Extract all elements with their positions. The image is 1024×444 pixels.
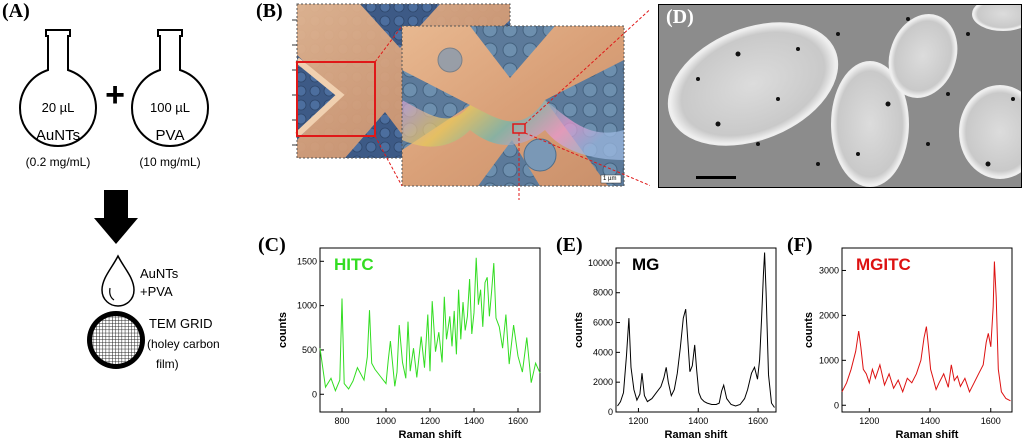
y-tick-label: 500 — [302, 345, 317, 355]
panel-label-a: (A) — [2, 0, 30, 22]
preparation-schematic: 20 µL AuNTs (0.2 mg/mL) + 100 µL PVA (10… — [18, 29, 220, 371]
flask2-name: PVA — [156, 127, 185, 144]
x-tick-label: 1600 — [981, 416, 1001, 426]
grid-label-1: TEM GRID — [149, 316, 213, 331]
y-tick-label: 1500 — [297, 256, 317, 266]
grid-label-2: (holey carbon — [147, 337, 220, 351]
flask-icon — [18, 29, 98, 148]
tem-image — [658, 4, 1022, 188]
y-tick-label: 2000 — [819, 310, 839, 320]
x-tick-label: 1400 — [688, 416, 708, 426]
x-tick-label: 1400 — [464, 416, 484, 426]
spectrum-chart-mgitc: 1200 1400 1600 0 1000 2000 3000 Raman shift coun… — [803, 247, 1013, 441]
panel-label-f: (F) — [787, 234, 813, 256]
y-tick-label: 0 — [608, 407, 613, 417]
down-arrow-icon — [94, 190, 138, 244]
grid-label-3: film) — [156, 357, 179, 371]
x-tick-label: 1600 — [748, 416, 768, 426]
series-label: HITC — [334, 255, 374, 274]
y-tick-label: 4000 — [593, 347, 613, 357]
zoom-box — [296, 61, 376, 137]
spectrum-chart-mg: 1200 1400 1600 0 2000 4000 6000 8000 10000 Raman … — [573, 247, 777, 441]
x-axis-label: Raman shift — [399, 429, 462, 441]
y-tick-label: 8000 — [593, 288, 613, 298]
flask1-volume: 20 µL — [42, 100, 75, 115]
flask1-concentration: (0.2 mg/mL) — [26, 155, 91, 169]
x-tick-label: 1200 — [420, 416, 440, 426]
x-tick-label: 1600 — [508, 416, 528, 426]
x-tick-label: 1000 — [376, 416, 396, 426]
y-axis-label: counts — [803, 312, 815, 348]
spectrum-line — [841, 261, 1011, 402]
panel-label-b: (B) — [256, 0, 283, 22]
flask-icon — [130, 29, 210, 148]
x-axis-label: Raman shift — [665, 429, 728, 441]
x-axis-label: Raman shift — [896, 429, 959, 441]
droplet-label-2: +PVA — [140, 284, 173, 299]
y-axis-label: counts — [277, 312, 289, 348]
y-tick-label: 6000 — [593, 318, 613, 328]
plot-frame — [615, 247, 777, 413]
y-tick-label: 3000 — [819, 265, 839, 275]
flask1-name: AuNTs — [36, 127, 80, 144]
panel-label-e: (E) — [556, 234, 583, 256]
tem-grid-icon — [87, 311, 145, 369]
plus-sign: + — [105, 76, 125, 114]
panel-label-c: (C) — [258, 234, 286, 256]
y-tick-label: 1000 — [297, 301, 317, 311]
optical-micrograph — [292, 3, 650, 200]
flask2-volume: 100 µL — [150, 100, 190, 115]
x-tick-label: 800 — [334, 416, 349, 426]
y-tick-label: 10000 — [588, 258, 613, 268]
droplet-icon — [101, 254, 135, 307]
y-tick-label: 2000 — [593, 377, 613, 387]
x-tick-label: 1200 — [859, 416, 879, 426]
series-label: MG — [632, 255, 659, 274]
droplet-label-1: AuNTs — [140, 266, 179, 281]
x-tick-label: 1400 — [920, 416, 940, 426]
spectrum-line — [319, 257, 541, 393]
micrograph-high-mag — [401, 25, 625, 187]
spectrum-line — [617, 252, 775, 408]
plot-frame — [841, 247, 1013, 413]
spectrum-chart-hitc: 800 1000 1200 1400 1600 0 500 1000 1500 Raman shi… — [277, 247, 541, 441]
flask2-concentration: (10 mg/mL) — [139, 155, 200, 169]
y-tick-label: 1000 — [819, 355, 839, 365]
y-tick-label: 0 — [312, 389, 317, 399]
y-tick-label: 0 — [834, 400, 839, 410]
series-label: MGITC — [856, 255, 911, 274]
scale-bar-label: 1 µm — [603, 176, 617, 182]
y-axis-label: counts — [573, 312, 585, 348]
panel-label-d: (D) — [666, 6, 694, 28]
x-tick-label: 1200 — [628, 416, 648, 426]
